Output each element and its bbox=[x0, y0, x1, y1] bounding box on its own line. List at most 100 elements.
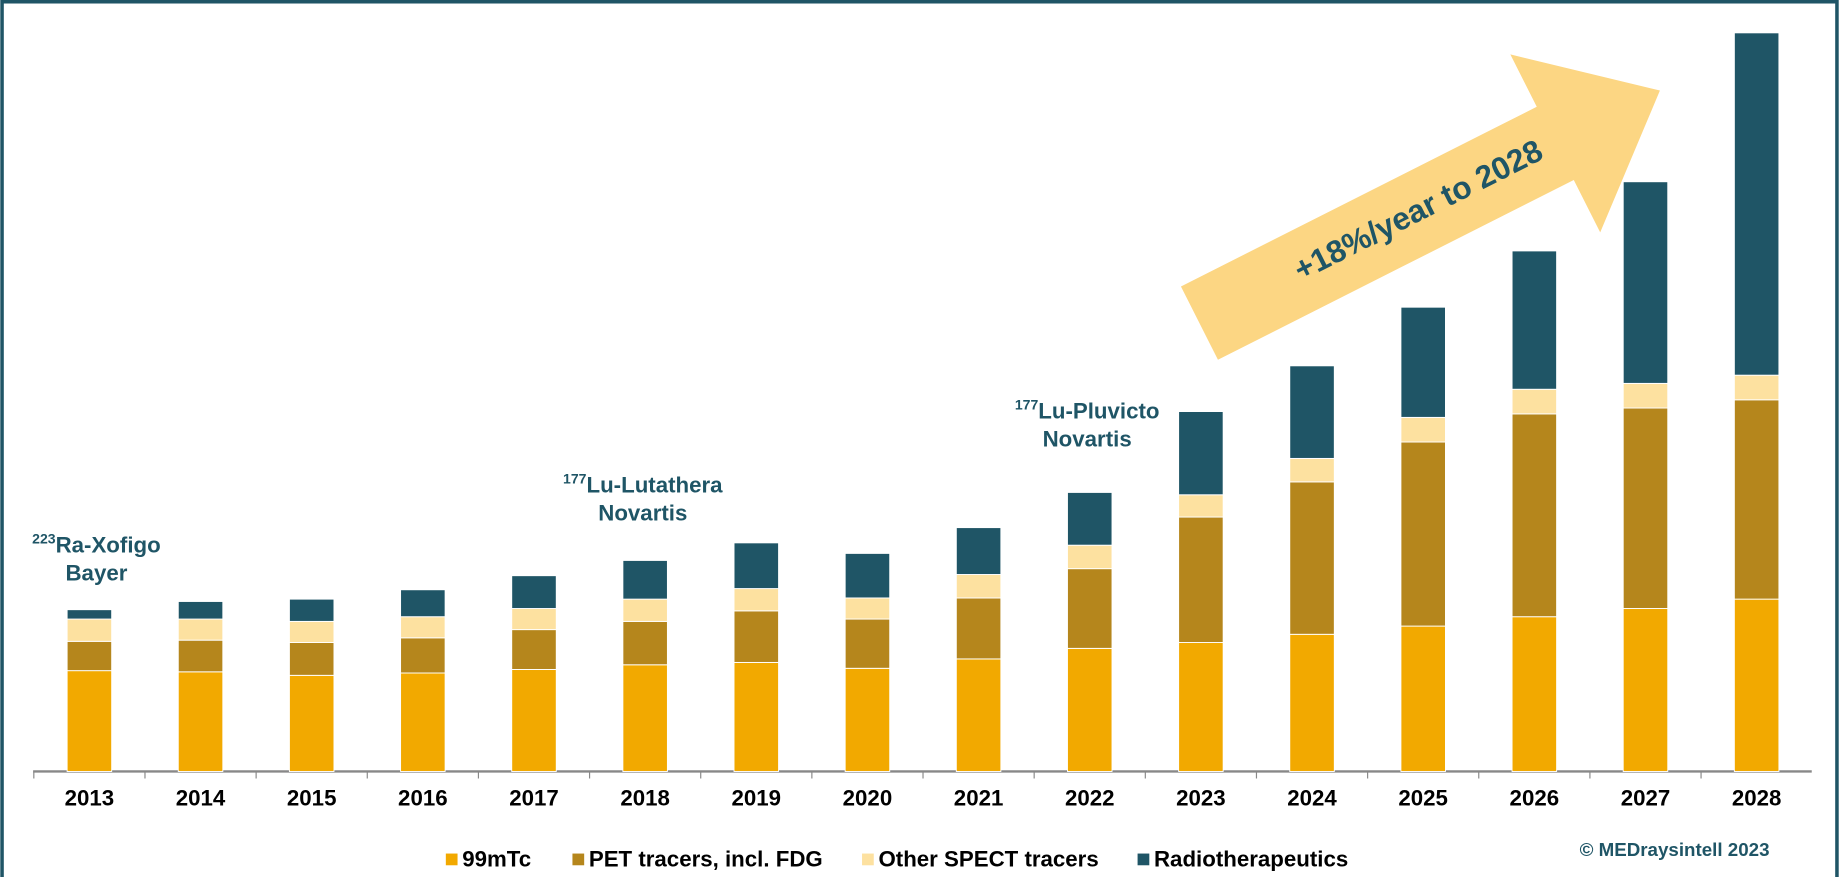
bar-segment bbox=[733, 610, 780, 663]
annotation: 177Lu-Pluvicto bbox=[1015, 396, 1160, 423]
bar-segment bbox=[1511, 388, 1558, 415]
bar-segment bbox=[622, 559, 668, 600]
x-tick-label: 2028 bbox=[1732, 786, 1782, 811]
bar-segment bbox=[1622, 407, 1669, 609]
legend-label: PET tracers, incl. FDG bbox=[589, 846, 823, 871]
bar-segment bbox=[1289, 457, 1335, 483]
bar-segment bbox=[1178, 642, 1224, 772]
bar-segment bbox=[1178, 494, 1224, 518]
x-tick-label: 2026 bbox=[1510, 786, 1560, 811]
bar-segment bbox=[66, 670, 113, 772]
legend-swatch bbox=[862, 853, 874, 866]
bar-segment bbox=[1511, 250, 1558, 390]
bar-segment bbox=[288, 674, 335, 772]
bar-segment bbox=[622, 598, 668, 622]
bar-segment bbox=[1400, 306, 1446, 418]
bar-segment bbox=[1511, 413, 1558, 618]
x-tick-label: 2015 bbox=[287, 786, 337, 811]
bar-segment bbox=[1178, 516, 1224, 643]
bar-segment bbox=[1178, 411, 1224, 496]
x-tick-label: 2022 bbox=[1065, 786, 1115, 811]
bar-segment bbox=[844, 552, 891, 599]
bar-segment bbox=[511, 629, 557, 670]
bar-segment bbox=[511, 608, 557, 631]
bar-segment bbox=[844, 667, 891, 772]
bar-segment bbox=[400, 672, 446, 772]
bar-segment bbox=[1289, 365, 1335, 459]
bar-segment bbox=[1733, 399, 1780, 600]
bar-segment bbox=[844, 597, 891, 620]
bar-segment bbox=[177, 639, 224, 673]
bar-segment bbox=[622, 664, 668, 772]
bar-segment bbox=[733, 661, 780, 772]
annotation-text: Lu-Pluvicto bbox=[1038, 399, 1159, 424]
bar-segment bbox=[733, 588, 780, 612]
bar-segment bbox=[955, 597, 1002, 660]
x-tick-label: 2013 bbox=[65, 786, 115, 811]
annotation-sup: 177 bbox=[563, 470, 587, 486]
legend-swatch bbox=[572, 853, 585, 866]
x-tick-label: 2020 bbox=[843, 786, 893, 811]
bar-segment bbox=[622, 620, 668, 666]
bar-segment bbox=[1733, 32, 1780, 376]
bar-segment bbox=[1400, 625, 1446, 772]
annotation-line2: Bayer bbox=[65, 560, 127, 585]
bar-segment bbox=[66, 609, 113, 620]
bar-segment bbox=[288, 598, 335, 622]
bar-segment bbox=[733, 542, 780, 590]
legend-label: Radiotherapeutics bbox=[1154, 846, 1348, 871]
x-tick-label: 2016 bbox=[398, 786, 448, 811]
bar-segment bbox=[177, 671, 224, 772]
bar-segment bbox=[1289, 633, 1335, 772]
bar-segment bbox=[177, 601, 224, 620]
legend-swatch bbox=[1137, 853, 1150, 866]
bar-segment bbox=[1066, 491, 1113, 546]
annotation-text: Lu-Lutathera bbox=[586, 472, 723, 497]
bar-segment bbox=[1066, 544, 1113, 570]
annotation-sup: 177 bbox=[1015, 396, 1039, 412]
bar-segment bbox=[177, 618, 224, 641]
bar-segment bbox=[1622, 181, 1669, 384]
legend-swatch bbox=[445, 853, 458, 866]
x-tick-label: 2023 bbox=[1176, 786, 1226, 811]
bar-segment bbox=[288, 620, 335, 643]
bar-segment bbox=[1622, 382, 1669, 409]
bar-segment bbox=[955, 574, 1002, 599]
bar-segment bbox=[1400, 416, 1446, 443]
bar-segment bbox=[1289, 481, 1335, 635]
bar-segment bbox=[511, 575, 557, 609]
x-tick-label: 2017 bbox=[509, 786, 559, 811]
bar-segment bbox=[66, 640, 113, 672]
x-tick-label: 2019 bbox=[732, 786, 782, 811]
bar-segment bbox=[66, 618, 113, 642]
bar-segment bbox=[1733, 374, 1780, 401]
annotation-line2: Novartis bbox=[1043, 427, 1132, 452]
bar-segment bbox=[955, 658, 1002, 772]
bar-segment bbox=[400, 616, 446, 639]
annotation: 223Ra-Xofigo bbox=[32, 530, 161, 557]
copyright: © MEDraysintell 2023 bbox=[1580, 839, 1770, 860]
annotation-text: Ra-Xofigo bbox=[56, 532, 161, 557]
bar-segment bbox=[1511, 616, 1558, 772]
annotation-sup: 223 bbox=[32, 530, 56, 546]
arrow-shape bbox=[1180, 54, 1660, 360]
bar-segment bbox=[400, 637, 446, 674]
x-tick-label: 2018 bbox=[620, 786, 670, 811]
bar-segment bbox=[400, 589, 446, 618]
bar-segment bbox=[844, 618, 891, 669]
bar-segment bbox=[511, 669, 557, 772]
legend-label: Other SPECT tracers bbox=[878, 846, 1098, 871]
bar-segment bbox=[1733, 598, 1780, 772]
bar-segment bbox=[955, 527, 1002, 575]
bar-segment bbox=[1622, 608, 1669, 772]
x-tick-label: 2025 bbox=[1398, 786, 1448, 811]
x-tick-label: 2021 bbox=[954, 786, 1004, 811]
x-tick-label: 2014 bbox=[176, 786, 226, 811]
x-tick-label: 2024 bbox=[1287, 786, 1337, 811]
annotation-line2: Novartis bbox=[598, 501, 687, 526]
x-tick-label: 2027 bbox=[1621, 786, 1671, 811]
bar-segment bbox=[288, 642, 335, 676]
bar-segment bbox=[1066, 647, 1113, 772]
